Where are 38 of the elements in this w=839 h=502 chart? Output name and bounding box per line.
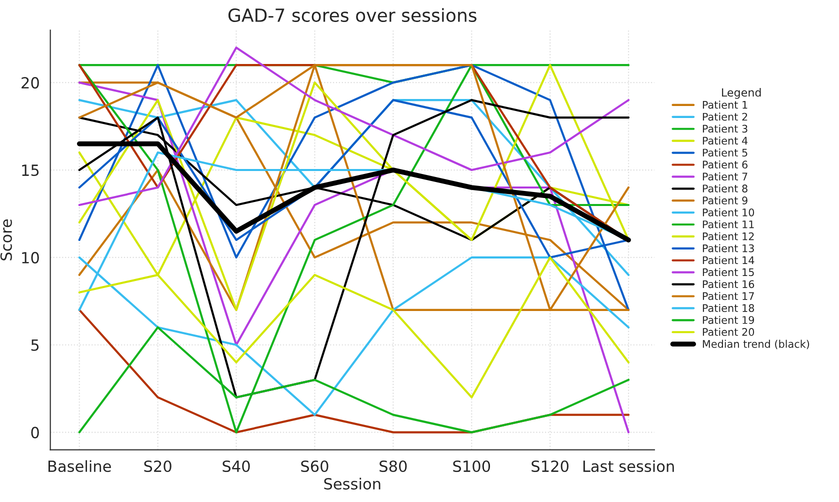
x-tick-label: S120 xyxy=(532,460,568,472)
y-tick-label: 15 xyxy=(22,164,39,176)
x-tick-label: S60 xyxy=(301,460,328,472)
legend-title: Legend xyxy=(722,88,761,99)
legend-label: Patient 10 xyxy=(702,208,754,216)
y-tick-label: 10 xyxy=(22,252,39,264)
legend-label: Patient 5 xyxy=(702,148,748,157)
x-tick-label: S100 xyxy=(453,460,490,472)
x-tick-label: Baseline xyxy=(48,460,111,472)
legend-label: Patient 8 xyxy=(702,184,748,192)
y-tick-label: 0 xyxy=(31,426,39,438)
x-tick-label: S80 xyxy=(380,460,407,472)
legend-label: Patient 11 xyxy=(702,220,754,228)
legend-label: Patient 9 xyxy=(702,196,748,204)
y-axis-title: Score xyxy=(0,219,12,260)
legend-label: Patient 12 xyxy=(702,232,754,240)
legend-label: Patient 6 xyxy=(702,160,748,169)
x-tick-label: S20 xyxy=(144,460,172,472)
y-tick-label: 20 xyxy=(22,77,39,89)
legend-label: Patient 14 xyxy=(702,256,754,264)
y-tick-label: 5 xyxy=(31,340,39,351)
legend-label: Patient 18 xyxy=(702,304,754,312)
legend-label: Patient 2 xyxy=(702,112,748,121)
legend-label: Patient 1 xyxy=(702,100,748,109)
x-tick-label: Last session xyxy=(583,460,674,472)
legend-label: Patient 7 xyxy=(702,172,748,180)
legend-label: Patient 15 xyxy=(702,268,754,276)
legend-label: Patient 16 xyxy=(702,280,754,288)
legend-label: Patient 19 xyxy=(702,316,754,324)
legend-label: Patient 17 xyxy=(702,292,754,300)
legend-label: Median trend (black) xyxy=(702,340,810,350)
legend-label: Patient 20 xyxy=(702,328,754,336)
x-axis-title: Session xyxy=(324,478,380,490)
legend-label: Patient 13 xyxy=(702,244,754,252)
legend-label: Patient 3 xyxy=(702,124,748,133)
legend-label: Patient 4 xyxy=(702,136,748,145)
x-tick-label: S40 xyxy=(222,460,250,472)
chart-title: GAD-7 scores over sessions xyxy=(228,8,476,22)
